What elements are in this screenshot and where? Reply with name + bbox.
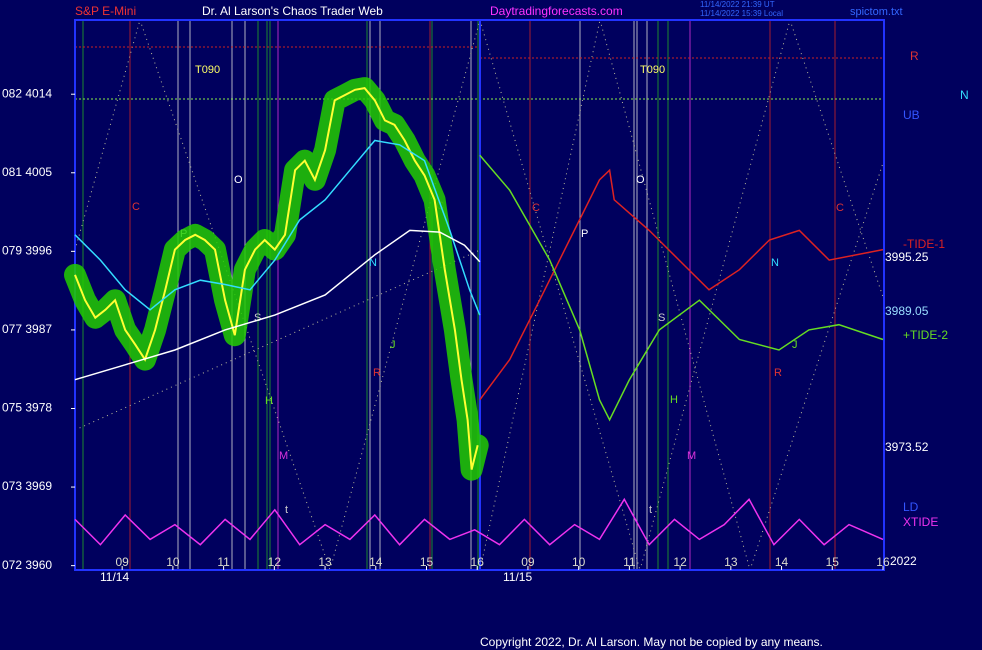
timestamp: 11/14/2022 21:39 UT [700,0,775,9]
series-label: +TIDE-2 [903,328,948,342]
x-tick-label: 13 [724,555,738,569]
dotted-diagonal [329,19,481,571]
chart-title: Dr. Al Larson's Chaos Trader Web [202,4,383,18]
dotted-diagonal [749,159,885,571]
cycle-annotation: N [771,257,779,269]
cycle-annotation: C [532,202,540,214]
copyright: Copyright 2022, Dr. Al Larson. May not b… [480,635,823,649]
x-tick-label: 15 [826,555,840,569]
x-tick-label: 14 [369,555,383,569]
day-label: 11/15 [503,570,532,584]
cycle-annotation: N [369,257,377,269]
y-tick-label: 072 3960 [2,558,52,572]
cycle-annotation: R [373,367,381,379]
series-line [74,139,481,316]
day-label: 11/14 [100,570,129,584]
timestamp: 11/14/2022 15:39 Local [700,9,783,18]
level-label: 3995.25 [885,250,929,264]
series-line [74,229,481,381]
x-tick-label: 10 [572,555,586,569]
series-line [479,168,884,401]
x-tick-label: 14 [775,555,789,569]
x-tick-label: 10 [166,555,180,569]
side-label: N [960,88,969,102]
series-line [74,497,884,546]
y-tick-label: 081 4005 [2,165,52,179]
y-tick-label: 077 3987 [2,322,52,336]
series-label: -TIDE-1 [903,237,945,251]
cycle-annotation: C [836,202,844,214]
cycle-annotation: M [687,450,696,462]
series-line [479,154,884,422]
y-tick-label: 073 3969 [2,479,52,493]
cycle-annotation: S [254,312,261,324]
cycle-annotation: t [649,504,652,516]
cycle-annotation: R [774,367,782,379]
x-tick-label: 16 [471,555,485,569]
cycle-annotation: S [658,312,665,324]
cycle-annotation: M [279,450,288,462]
cycle-annotation: P [581,228,588,240]
cycle-annotation: O [636,174,645,186]
instrument: S&P E-Mini [75,4,136,18]
cycle-annotation: T090 [640,64,665,76]
side-label: R [910,49,919,63]
x-tick-label: 15 [420,555,434,569]
cycle-annotation: O [234,174,243,186]
file-name: spictom.txt [850,6,903,18]
x-tick-label: 13 [318,555,332,569]
x-tick-label: 12 [268,555,282,569]
y-tick-label: 075 3978 [2,401,52,415]
x-tick-label: 11 [217,555,230,569]
x-tick-label: 16 [876,555,890,569]
y-tick-label: 079 3996 [2,244,52,258]
x-tick-label: 11 [623,555,636,569]
site: Daytradingforecasts.com [490,4,623,18]
cycle-annotation: J [390,339,396,351]
level-label: 3973.52 [885,440,929,454]
cycle-annotation: C [132,201,140,213]
cycle-annotation: t [285,504,288,516]
x-tick-label: 12 [673,555,687,569]
dotted-diagonal [639,19,791,571]
dotted-diagonal [599,19,751,571]
y-tick-label: 082 4014 [2,86,52,100]
series-label: XTIDE [903,515,938,529]
x-tick-label: 09 [115,555,129,569]
cycle-annotation: T090 [195,64,220,76]
dotted-diagonal [479,19,641,571]
cycle-annotation: J [792,339,798,351]
side-label: LD [903,500,919,514]
cycle-annotation: H [265,395,273,407]
x-tick-label: 09 [521,555,535,569]
level-label: 3989.05 [885,304,929,318]
side-label: 2022 [890,554,917,568]
side-label: UB [903,108,920,122]
cycle-annotation: H [670,394,678,406]
plot: 082 4014 081 4005 079 3996 077 3987 075 3978… [2,49,969,584]
